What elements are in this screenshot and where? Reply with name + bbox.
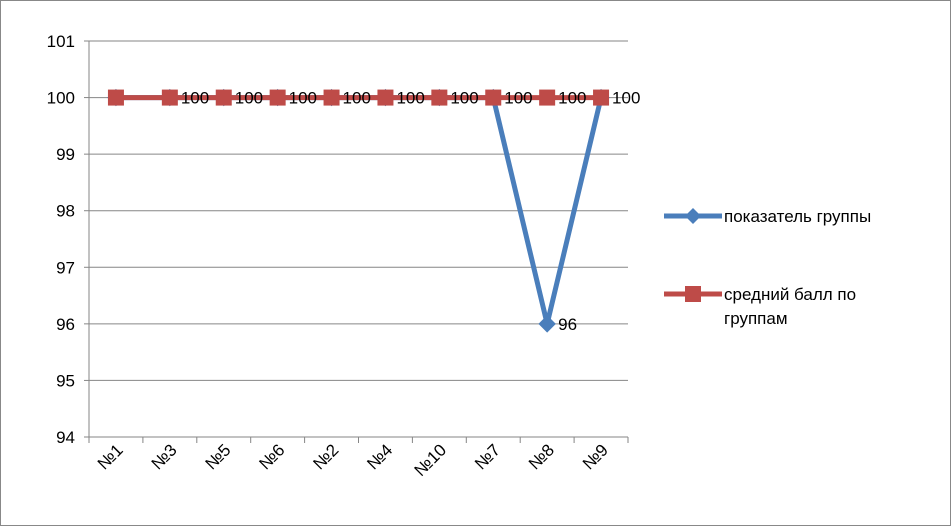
x-tick-label: №3 — [148, 440, 181, 473]
y-tick-label: 98 — [56, 202, 75, 221]
data-label: 96 — [558, 315, 577, 334]
data-label: 100 — [343, 89, 371, 108]
y-tick-label: 97 — [56, 258, 75, 277]
data-label-layer: 96 100 100 100 100 100 100 100 100 100 — [181, 89, 641, 334]
legend-marker-1 — [685, 208, 701, 224]
x-tick-label: №7 — [471, 440, 504, 473]
y-tick-label: 95 — [56, 371, 75, 390]
data-label: 100 — [396, 89, 424, 108]
series-2-marker — [431, 89, 448, 106]
series-2-marker — [215, 89, 232, 106]
data-label: 100 — [450, 89, 478, 108]
series-1-marker — [538, 315, 556, 333]
legend-label: средний балл по — [724, 285, 856, 304]
data-label: 100 — [504, 89, 532, 108]
x-tick-label: №2 — [309, 440, 342, 473]
series-2-marker — [269, 89, 286, 106]
x-tick-label: №10 — [410, 440, 450, 480]
series-2-marker — [539, 89, 556, 106]
x-tick-label: №8 — [525, 440, 558, 473]
legend-marker-2 — [685, 286, 701, 302]
series-2-marker — [593, 89, 610, 106]
y-tick-label: 99 — [56, 145, 75, 164]
legend: показатель группы средний балл по группам — [664, 207, 871, 328]
data-label: 100 — [612, 89, 640, 108]
x-tick-label: №6 — [255, 440, 288, 473]
legend-label: группам — [724, 309, 788, 328]
x-tick-label: №1 — [94, 440, 127, 473]
series-2-marker — [161, 89, 178, 106]
y-tick-label: 94 — [56, 428, 75, 447]
y-tick-label: 100 — [47, 89, 75, 108]
series-2-marker — [323, 89, 340, 106]
data-label: 100 — [181, 89, 209, 108]
x-tick-label: №5 — [202, 440, 235, 473]
y-tick-label: 101 — [47, 32, 75, 51]
data-label: 100 — [558, 89, 586, 108]
x-tick-label: №9 — [579, 440, 612, 473]
legend-label: показатель группы — [724, 207, 871, 226]
series-2-marker — [107, 89, 124, 106]
data-label: 100 — [235, 89, 263, 108]
series-layer — [107, 88, 610, 333]
y-tick-label: 96 — [56, 315, 75, 334]
data-label: 100 — [289, 89, 317, 108]
series-2-marker — [377, 89, 394, 106]
x-tick-label: №4 — [363, 440, 396, 473]
series-2-marker — [485, 89, 502, 106]
